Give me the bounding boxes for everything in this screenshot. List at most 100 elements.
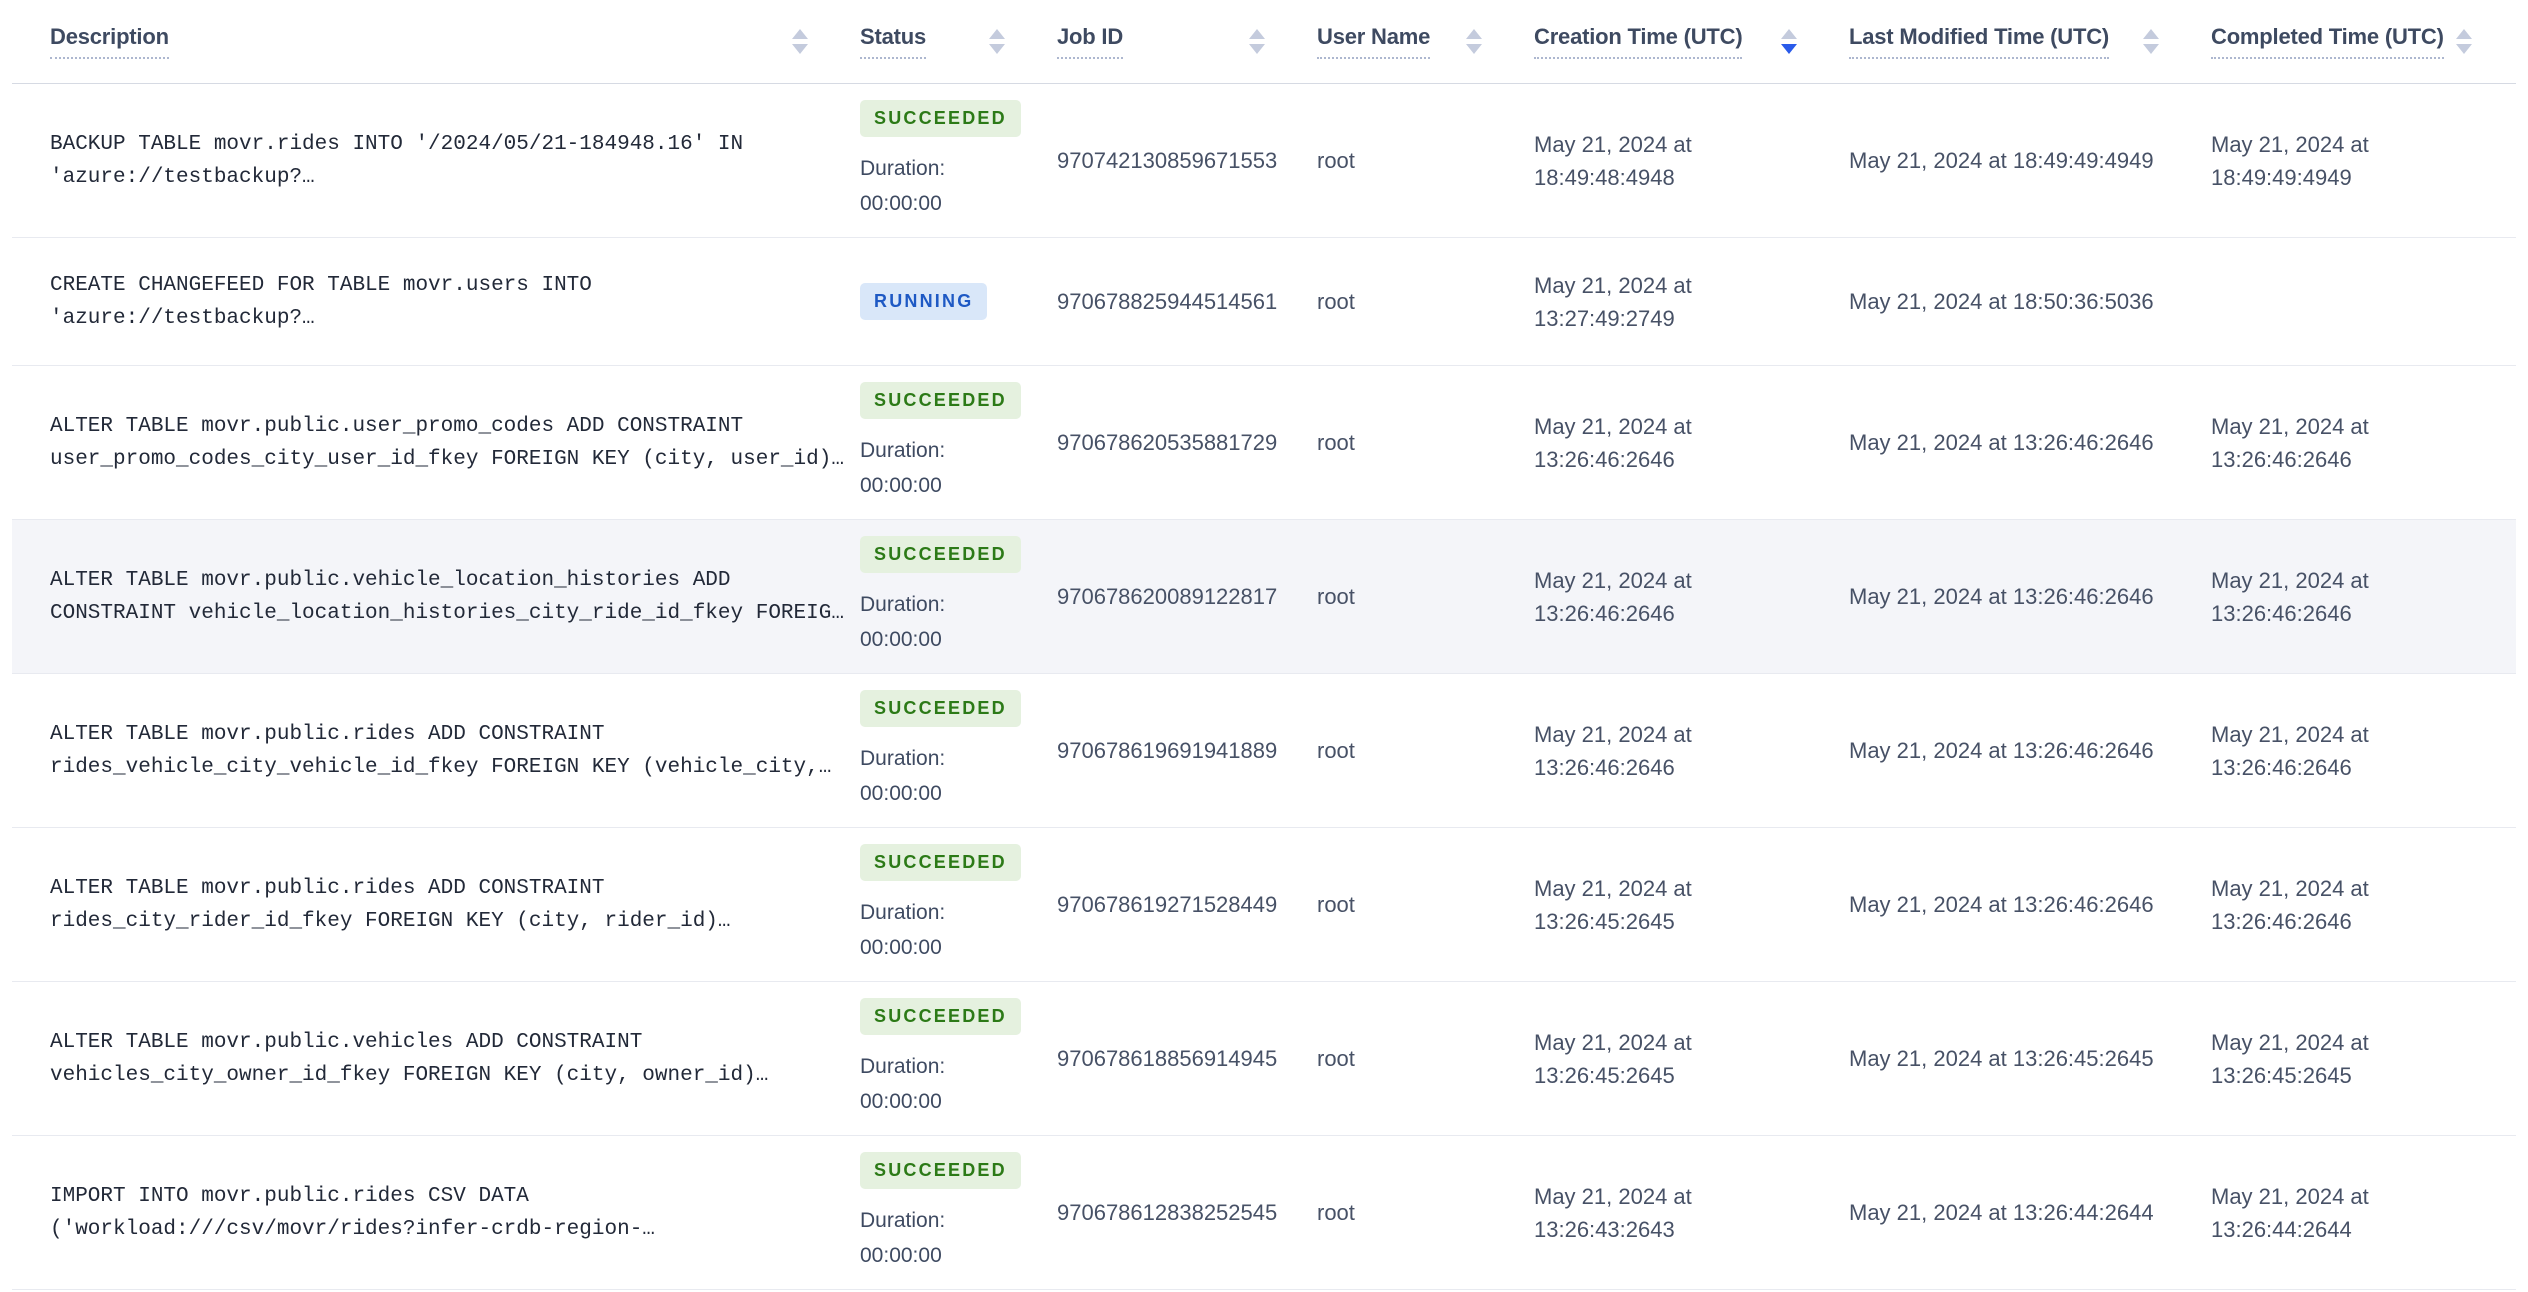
last-modified-time-cell: May 21, 2024 at 13:26:46:2646 — [1811, 536, 2173, 657]
user-name-cell: root — [1279, 998, 1496, 1119]
status-cell: SUCCEEDED Duration: 00:00:00 — [822, 1152, 1021, 1273]
job-description-line-2: ('workload:///csv/movr/rides?infer-crdb-… — [50, 1217, 655, 1241]
column-header[interactable]: Creation Time (UTC) — [1496, 24, 1811, 59]
duration-label: Duration: — [860, 439, 946, 462]
job-description-line-1: ALTER TABLE movr.public.rides ADD CONSTR… — [50, 722, 605, 746]
status-badge: RUNNING — [860, 283, 988, 320]
column-header-label: Description — [50, 24, 169, 59]
table-row[interactable]: CREATE CHANGEFEED FOR TABLE movr.users I… — [12, 238, 2516, 366]
column-header[interactable]: Last Modified Time (UTC) — [1811, 24, 2173, 59]
status-cell: SUCCEEDED Duration: 00:00:00 — [822, 536, 1021, 657]
job-description-line-2: 'azure://testbackup?… — [50, 165, 315, 189]
duration-label: Duration: — [860, 747, 946, 770]
duration-value: 00:00:00 — [860, 474, 942, 497]
table-row[interactable]: ALTER TABLE movr.public.rides ADD CONSTR… — [12, 828, 2516, 982]
description-cell[interactable]: ALTER TABLE movr.public.vehicles ADD CON… — [12, 998, 822, 1119]
sort-icon[interactable] — [1781, 29, 1797, 54]
status-cell: RUNNING — [822, 254, 1019, 349]
creation-time-value: May 21, 2024 at 13:26:45:2645 — [1534, 1029, 1692, 1088]
column-header[interactable]: Status — [822, 24, 1019, 59]
job-id-value: 970678620535881729 — [1057, 430, 1278, 455]
job-id-cell: 970678612838252545 — [1019, 1152, 1279, 1273]
table-row[interactable]: ALTER TABLE movr.public.vehicle_location… — [12, 520, 2516, 674]
column-header[interactable]: Job ID — [1019, 24, 1279, 59]
description-cell[interactable]: BACKUP TABLE movr.rides INTO '/2024/05/2… — [12, 100, 822, 221]
job-id-value: 970678618856914945 — [1057, 1046, 1278, 1071]
duration-value: 00:00:00 — [860, 628, 942, 651]
creation-time-cell: May 21, 2024 at 13:26:45:2645 — [1496, 998, 1811, 1119]
completed-time-value: May 21, 2024 at 13:26:46:2646 — [2211, 721, 2369, 780]
sort-down-arrow-icon — [1781, 44, 1797, 54]
completed-time-value: May 21, 2024 at 13:26:46:2646 — [2211, 567, 2369, 626]
description-cell[interactable]: ALTER TABLE movr.public.user_promo_codes… — [12, 382, 844, 503]
job-id-cell: 970678619691941889 — [1019, 690, 1279, 811]
status-cell: SUCCEEDED Duration: 00:00:00 — [822, 690, 1021, 811]
user-name-value: root — [1317, 1046, 1355, 1071]
completed-time-value: May 21, 2024 at 18:49:49:4949 — [2211, 131, 2369, 190]
last-modified-time-value: May 21, 2024 at 13:26:46:2646 — [1849, 430, 2154, 455]
description-cell[interactable]: ALTER TABLE movr.public.rides ADD CONSTR… — [12, 690, 832, 811]
user-name-cell: root — [1279, 690, 1496, 811]
column-header-label: Completed Time (UTC) — [2211, 24, 2444, 59]
user-name-value: root — [1317, 584, 1355, 609]
table-row[interactable]: BACKUP TABLE movr.rides INTO '/2024/05/2… — [12, 84, 2516, 238]
job-description-line-1: ALTER TABLE movr.public.vehicle_location… — [50, 568, 731, 592]
creation-time-cell: May 21, 2024 at 13:26:46:2646 — [1496, 536, 1811, 657]
job-description-line-2: rides_city_rider_id_fkey FOREIGN KEY (ci… — [50, 909, 731, 933]
duration-label: Duration: — [860, 1209, 946, 1232]
column-header-label: Last Modified Time (UTC) — [1849, 24, 2109, 59]
table-row[interactable]: ALTER TABLE movr.public.user_promo_codes… — [12, 366, 2516, 520]
jobs-table-header: Description Status Job ID User Name Crea… — [12, 0, 2516, 84]
column-header[interactable]: User Name — [1279, 24, 1496, 59]
last-modified-time-cell: May 21, 2024 at 18:50:36:5036 — [1811, 254, 2173, 349]
table-row[interactable]: ALTER TABLE movr.public.rides ADD CONSTR… — [12, 674, 2516, 828]
completed-time-cell: May 21, 2024 at 13:26:45:2645 — [2173, 998, 2516, 1119]
sort-icon[interactable] — [2143, 29, 2159, 54]
job-id-value: 970678619271528449 — [1057, 892, 1278, 917]
completed-time-cell — [2173, 254, 2516, 349]
completed-time-cell: May 21, 2024 at 13:26:46:2646 — [2173, 844, 2516, 965]
sort-down-arrow-icon — [2455, 44, 2472, 54]
job-description-line-1: ALTER TABLE movr.public.user_promo_codes… — [50, 414, 744, 438]
description-cell[interactable]: ALTER TABLE movr.public.vehicle_location… — [12, 536, 844, 657]
creation-time-value: May 21, 2024 at 13:26:43:2643 — [1534, 1183, 1692, 1242]
table-row[interactable]: IMPORT INTO movr.public.rides CSV DATA (… — [12, 1136, 2516, 1290]
job-description-line-1: ALTER TABLE movr.public.rides ADD CONSTR… — [50, 876, 605, 900]
last-modified-time-cell: May 21, 2024 at 13:26:46:2646 — [1811, 844, 2173, 965]
sort-up-arrow-icon — [2455, 29, 2472, 39]
duration-label: Duration: — [860, 1055, 946, 1078]
status-badge: SUCCEEDED — [860, 844, 1021, 881]
job-description-line-2: vehicles_city_owner_id_fkey FOREIGN KEY … — [50, 1063, 769, 1087]
column-header[interactable]: Completed Time (UTC) — [2173, 24, 2528, 59]
last-modified-time-value: May 21, 2024 at 13:26:44:2644 — [1849, 1200, 2154, 1225]
sort-icon[interactable] — [1249, 29, 1265, 54]
status-badge: SUCCEEDED — [860, 100, 1021, 137]
creation-time-value: May 21, 2024 at 13:26:46:2646 — [1534, 721, 1692, 780]
sort-down-arrow-icon — [1249, 44, 1265, 54]
job-id-cell: 970678620089122817 — [1019, 536, 1279, 657]
sort-icon[interactable] — [989, 29, 1005, 54]
table-row[interactable]: ALTER TABLE movr.public.vehicles ADD CON… — [12, 982, 2516, 1136]
sort-up-arrow-icon — [792, 29, 808, 39]
status-cell: SUCCEEDED Duration: 00:00:00 — [822, 100, 1021, 221]
duration-value: 00:00:00 — [860, 1244, 942, 1267]
duration-block: Duration: 00:00:00 — [860, 1049, 1005, 1119]
job-description-line-1: IMPORT INTO movr.public.rides CSV DATA — [50, 1184, 529, 1208]
sort-icon[interactable] — [792, 29, 808, 54]
job-description-line-2: rides_vehicle_city_vehicle_id_fkey FOREI… — [50, 755, 832, 779]
column-header[interactable]: Description — [12, 24, 822, 59]
description-cell[interactable]: ALTER TABLE movr.public.rides ADD CONSTR… — [12, 844, 822, 965]
last-modified-time-value: May 21, 2024 at 13:26:46:2646 — [1849, 584, 2154, 609]
job-description-line-1: CREATE CHANGEFEED FOR TABLE movr.users I… — [50, 273, 592, 297]
user-name-cell: root — [1279, 536, 1496, 657]
sort-icon[interactable] — [2455, 29, 2472, 54]
job-description-line-2: CONSTRAINT vehicle_location_histories_ci… — [50, 601, 844, 625]
job-description-line-1: BACKUP TABLE movr.rides INTO '/2024/05/2… — [50, 132, 744, 156]
user-name-value: root — [1317, 738, 1355, 763]
description-cell[interactable]: IMPORT INTO movr.public.rides CSV DATA (… — [12, 1152, 822, 1273]
description-cell[interactable]: CREATE CHANGEFEED FOR TABLE movr.users I… — [12, 254, 822, 349]
creation-time-value: May 21, 2024 at 13:26:46:2646 — [1534, 567, 1692, 626]
creation-time-value: May 21, 2024 at 13:26:45:2645 — [1534, 875, 1692, 934]
sort-icon[interactable] — [1466, 29, 1482, 54]
duration-block: Duration: 00:00:00 — [860, 1203, 1005, 1273]
